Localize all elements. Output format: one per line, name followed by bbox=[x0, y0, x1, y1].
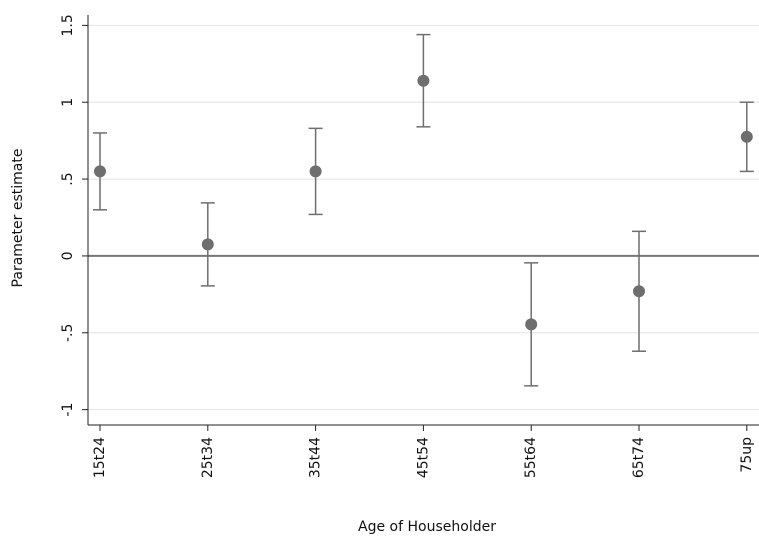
x-tick-label: 35t44 bbox=[308, 437, 324, 478]
x-tick-label: 15t24 bbox=[92, 437, 108, 478]
x-tick-label: 75up bbox=[739, 437, 755, 473]
y-tick-label: -.5 bbox=[60, 324, 76, 342]
point bbox=[201, 238, 214, 251]
x-tick-label: 45t54 bbox=[415, 437, 431, 478]
point bbox=[417, 74, 430, 87]
point bbox=[633, 285, 645, 298]
x-tick-label: 65t74 bbox=[631, 437, 647, 478]
y-tick-label: 0 bbox=[60, 251, 76, 260]
y-tick-label: 1.5 bbox=[60, 14, 76, 36]
x-axis-title: Age of Householder bbox=[358, 519, 496, 535]
point bbox=[740, 130, 753, 143]
point bbox=[94, 165, 106, 178]
point bbox=[525, 318, 538, 331]
x-tick-label: 25t34 bbox=[200, 437, 216, 478]
y-axis-title: Parameter estimate bbox=[10, 149, 26, 288]
y-tick-label: -1 bbox=[60, 403, 76, 417]
x-tick-label: 55t64 bbox=[523, 437, 539, 478]
point bbox=[309, 165, 322, 178]
y-tick-label: 1 bbox=[60, 98, 76, 107]
y-tick-label: .5 bbox=[60, 172, 76, 185]
